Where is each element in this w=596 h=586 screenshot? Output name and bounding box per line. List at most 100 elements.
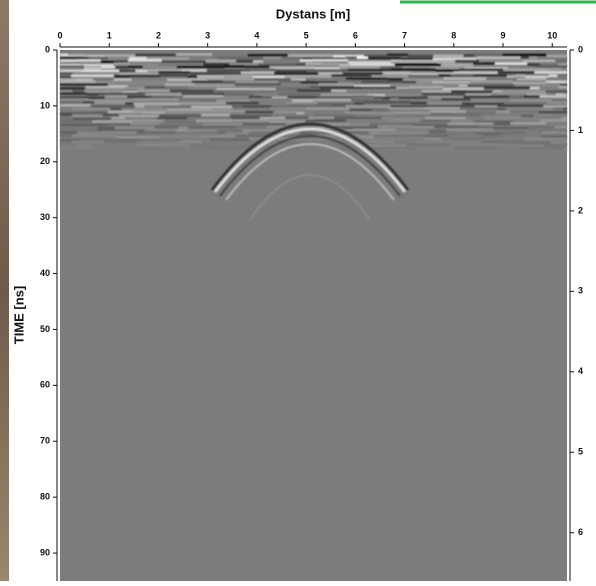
photo-edge: [0, 0, 9, 581]
texture-band: [563, 147, 567, 151]
texture-band: [401, 123, 448, 127]
texture-band: [388, 107, 425, 110]
texture-band: [483, 86, 530, 89]
texture-band: [60, 104, 91, 107]
texture-band: [416, 81, 433, 84]
texture-band: [258, 102, 286, 105]
texture-band: [102, 113, 119, 117]
texture-band: [164, 120, 196, 124]
texture-band: [107, 84, 129, 88]
texture-band: [510, 122, 547, 125]
texture-band: [337, 147, 380, 151]
texture-band: [273, 110, 297, 114]
texture-band: [497, 144, 544, 148]
texture-band: [131, 78, 167, 82]
texture-band: [236, 60, 254, 63]
texture-band: [167, 108, 212, 111]
texture-band: [222, 81, 236, 84]
texture-band: [363, 144, 407, 147]
texture-band: [470, 99, 510, 103]
texture-band: [165, 83, 195, 86]
texture-band: [231, 105, 243, 108]
texture-band: [403, 80, 417, 84]
texture-band: [105, 54, 136, 57]
texture-band: [249, 68, 276, 71]
texture-band: [236, 125, 268, 128]
texture-band: [121, 108, 168, 112]
texture-band: [229, 114, 272, 118]
texture-band: [342, 72, 383, 76]
texture-band: [175, 129, 187, 133]
texture-band: [205, 129, 218, 133]
texture-band: [427, 98, 442, 101]
texture-band: [71, 140, 105, 144]
y-tick-label: 70: [40, 436, 50, 446]
texture-band: [416, 147, 455, 151]
texture-band: [94, 147, 139, 150]
texture-band: [113, 78, 132, 82]
texture-band: [512, 81, 546, 85]
texture-band: [464, 66, 508, 70]
texture-band: [390, 105, 432, 108]
texture-band: [72, 107, 111, 111]
texture-band: [72, 134, 117, 137]
texture-band: [305, 78, 347, 82]
texture-band: [493, 122, 511, 126]
texture-band: [541, 135, 567, 138]
texture-band: [201, 110, 246, 113]
texture-band: [197, 75, 224, 78]
texture-band: [144, 86, 166, 89]
texture-band: [332, 134, 360, 137]
texture-band: [165, 87, 189, 90]
texture-band: [563, 101, 567, 104]
texture-band: [371, 74, 409, 78]
texture-band: [213, 89, 250, 93]
texture-band: [538, 110, 567, 114]
texture-band: [346, 89, 395, 92]
texture-band: [254, 78, 291, 82]
hyperbola: [210, 122, 410, 221]
texture-band: [124, 116, 157, 120]
texture-band: [211, 108, 233, 112]
texture-band: [100, 60, 129, 64]
texture-band: [428, 131, 444, 134]
texture-band: [533, 65, 567, 68]
texture-band: [194, 84, 235, 87]
texture-band: [128, 59, 162, 62]
texture-band: [334, 126, 378, 129]
texture-band: [427, 101, 462, 105]
texture-band: [421, 134, 449, 138]
texture-band: [97, 129, 145, 132]
texture-band: [261, 141, 279, 145]
texture-band: [501, 134, 542, 137]
texture-band: [259, 116, 286, 120]
texture-band: [433, 54, 464, 58]
texture-band: [497, 104, 544, 107]
texture-band: [146, 57, 190, 60]
texture-band: [129, 63, 158, 67]
texture-band: [165, 110, 202, 114]
texture-band: [548, 74, 558, 77]
x-tick-label: 1: [107, 30, 112, 40]
texture-band: [72, 114, 103, 118]
texture-band: [287, 54, 333, 57]
x-tick-label: 2: [156, 30, 161, 40]
texture-band: [493, 90, 502, 93]
texture-band: [425, 83, 459, 87]
texture-band: [147, 69, 182, 72]
texture-band: [212, 54, 248, 58]
texture-band: [60, 75, 72, 79]
texture-band: [203, 123, 243, 126]
texture-band: [514, 84, 561, 87]
texture-band: [216, 144, 258, 148]
texture-band: [497, 71, 535, 74]
texture-band: [379, 147, 417, 150]
texture-band: [278, 141, 303, 144]
texture-band: [271, 113, 297, 116]
texture-band: [482, 135, 502, 138]
texture-band: [344, 131, 370, 134]
x-tick-label: 3: [205, 30, 210, 40]
texture-band: [289, 104, 331, 107]
texture-band: [521, 117, 562, 121]
